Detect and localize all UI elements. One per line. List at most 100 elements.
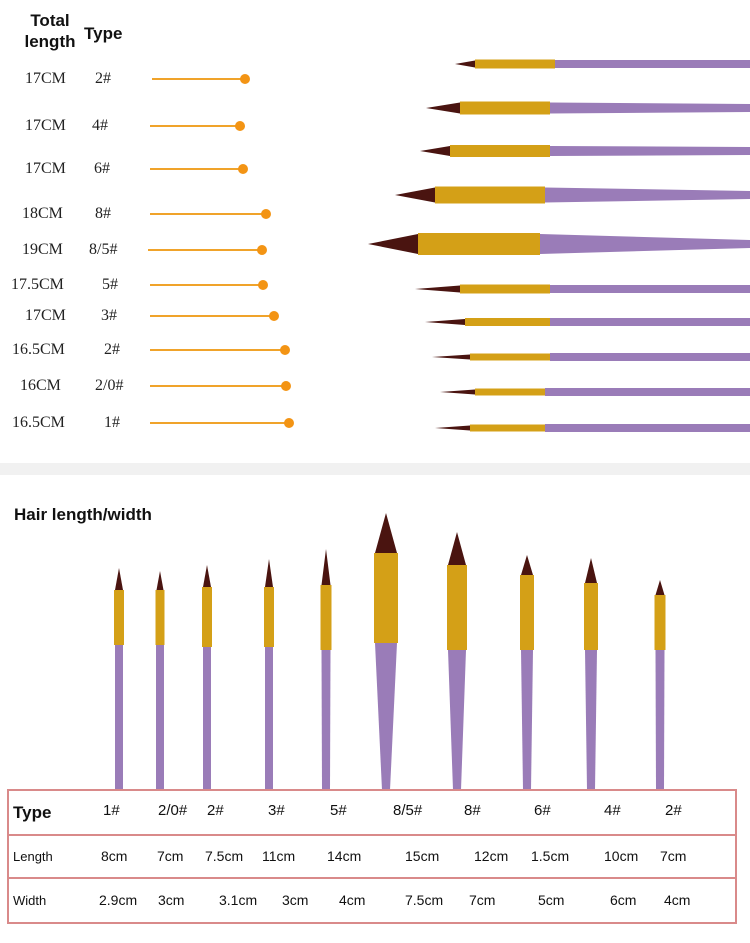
paint-brush bbox=[520, 555, 534, 790]
length-cell: 11cm bbox=[262, 848, 296, 864]
paint-brush bbox=[432, 353, 750, 361]
brush-type-value: 4# bbox=[92, 117, 108, 134]
width-row: Width bbox=[7, 877, 737, 924]
type-cell: 2# bbox=[207, 802, 224, 819]
brush-type-value: 2/0# bbox=[95, 377, 124, 394]
type-cell: 1# bbox=[103, 802, 120, 819]
total-length-value: 17CM bbox=[25, 70, 66, 87]
length-indicator-line bbox=[150, 385, 286, 387]
length-cell: 7cm bbox=[157, 848, 184, 864]
total-length-value: 19CM bbox=[22, 241, 63, 258]
paint-brush bbox=[420, 145, 750, 157]
paint-brush bbox=[440, 388, 750, 396]
paint-brush bbox=[114, 568, 124, 790]
length-indicator-line bbox=[152, 78, 245, 80]
length-cell: 14cm bbox=[327, 848, 362, 864]
length-cell: 8cm bbox=[101, 848, 128, 864]
length-row-item: 16.5CM 2# bbox=[0, 338, 330, 362]
length-indicator-dot bbox=[269, 311, 279, 321]
brush-length-section: Total length Type 17CM 2# 17CM 4# 17CM 6# 18CM… bbox=[0, 0, 750, 463]
length-indicator-dot bbox=[261, 209, 271, 219]
type-header: Type bbox=[84, 24, 123, 43]
length-indicator-dot bbox=[257, 245, 267, 255]
spec-table: Type Length Width 1# 2/0# 2# 3# 5# 8/5# 8# 6# 4#… bbox=[7, 789, 737, 924]
total-length-value: 16.5CM bbox=[12, 341, 65, 358]
length-indicator-dot bbox=[238, 164, 248, 174]
length-indicator-dot bbox=[284, 418, 294, 428]
length-cell: 12cm bbox=[474, 848, 509, 864]
brush-type-value: 6# bbox=[94, 160, 110, 177]
length-indicator-line bbox=[150, 315, 274, 317]
brush-type-value: 5# bbox=[102, 276, 118, 293]
length-row-item: 16CM 2/0# bbox=[0, 374, 330, 398]
type-cell: 4# bbox=[604, 802, 621, 819]
paint-brush bbox=[415, 284, 750, 294]
length-row-item: 17CM 4# bbox=[0, 114, 330, 138]
length-indicator-line bbox=[150, 284, 263, 286]
width-cell: 5cm bbox=[538, 892, 565, 908]
width-cell: 6cm bbox=[610, 892, 637, 908]
length-row-item: 17CM 6# bbox=[0, 157, 330, 181]
length-indicator-dot bbox=[258, 280, 268, 290]
brush-type-value: 2# bbox=[104, 341, 120, 358]
type-cell: 2/0# bbox=[158, 802, 188, 819]
type-row-label: Type bbox=[13, 803, 52, 822]
length-row-item: 17CM 3# bbox=[0, 304, 330, 328]
length-cell: 7.5cm bbox=[205, 848, 244, 864]
paint-brush bbox=[426, 101, 750, 115]
length-row-item: 18CM 8# bbox=[0, 202, 330, 226]
length-row-item: 16.5CM 1# bbox=[0, 411, 330, 435]
total-length-value: 17.5CM bbox=[11, 276, 64, 293]
paint-brush bbox=[455, 59, 750, 69]
paint-brush bbox=[447, 532, 467, 790]
hair-length-width-title: Hair length/width bbox=[14, 505, 152, 524]
section-divider bbox=[0, 463, 750, 475]
total-length-header: Total length bbox=[20, 10, 80, 52]
length-indicator-line bbox=[150, 168, 243, 170]
length-indicator-line bbox=[150, 213, 266, 215]
hair-size-section: Hair length/width Type Length Width 1# 2/… bbox=[0, 475, 750, 943]
length-indicator-line bbox=[150, 349, 285, 351]
brush-set-horizontal-image bbox=[368, 59, 750, 432]
length-indicator-dot bbox=[281, 381, 291, 391]
type-cell: 5# bbox=[330, 802, 347, 819]
type-cell: 2# bbox=[665, 802, 682, 819]
length-cell: 1.5cm bbox=[531, 848, 570, 864]
paint-brush bbox=[395, 186, 750, 204]
brush-type-value: 2# bbox=[95, 70, 111, 87]
length-row-item: 17CM 2# bbox=[0, 67, 330, 91]
brush-type-value: 8# bbox=[95, 205, 111, 222]
total-length-value: 17CM bbox=[25, 160, 66, 177]
paint-brush bbox=[435, 424, 750, 432]
width-cell: 3cm bbox=[158, 892, 185, 908]
paint-brush bbox=[320, 549, 332, 790]
width-cell: 7cm bbox=[469, 892, 496, 908]
width-cell: 2.9cm bbox=[99, 892, 138, 908]
length-row-item: 17.5CM 5# bbox=[0, 273, 330, 297]
width-cell: 4cm bbox=[664, 892, 691, 908]
length-indicator-dot bbox=[280, 345, 290, 355]
type-cell: 3# bbox=[268, 802, 285, 819]
total-length-value: 17CM bbox=[25, 117, 66, 134]
total-length-header-line1: Total bbox=[30, 11, 70, 30]
width-row-label: Width bbox=[13, 893, 47, 908]
paint-brush bbox=[368, 233, 750, 255]
length-indicator-line bbox=[150, 125, 240, 127]
length-indicator-line bbox=[150, 422, 289, 424]
brush-set-vertical-image bbox=[114, 513, 666, 790]
total-length-value: 17CM bbox=[25, 307, 66, 324]
brush-type-value: 8/5# bbox=[89, 241, 118, 258]
type-cell: 8# bbox=[464, 802, 481, 819]
paint-brush bbox=[654, 580, 666, 790]
width-cell: 7.5cm bbox=[405, 892, 444, 908]
length-indicator-line bbox=[148, 249, 262, 251]
paint-brush bbox=[425, 318, 750, 326]
total-length-value: 16.5CM bbox=[12, 414, 65, 431]
total-length-header-line2: length bbox=[24, 32, 76, 51]
length-indicator-dot bbox=[240, 74, 250, 84]
width-cell: 3cm bbox=[282, 892, 309, 908]
paint-brush bbox=[584, 558, 598, 790]
width-cell: 4cm bbox=[339, 892, 366, 908]
paint-brush bbox=[264, 559, 274, 790]
type-cell: 8/5# bbox=[393, 802, 423, 819]
